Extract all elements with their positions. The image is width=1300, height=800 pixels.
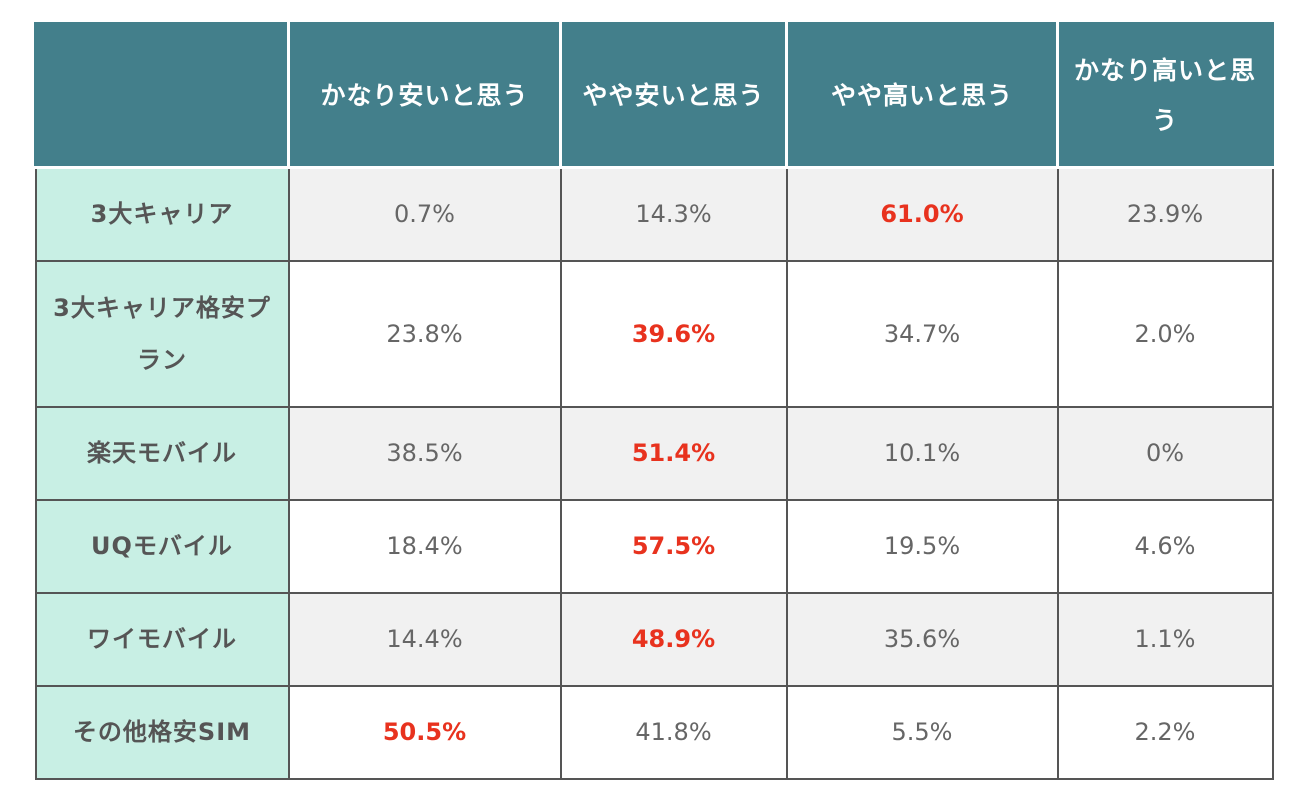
price-perception-table: かなり安いと思う やや安いと思う やや高いと思う かなり高いと思う 3大キャリア… (34, 22, 1274, 780)
row-label: ワイモバイル (34, 591, 290, 687)
table-cell: 14.3% (559, 166, 788, 262)
table-cell-highlight: 61.0% (785, 166, 1059, 262)
table-cell: 2.2% (1056, 684, 1274, 780)
table-cell: 41.8% (559, 684, 788, 780)
table-row: 3大キャリア 0.7% 14.3% 61.0% 23.9% (34, 166, 1274, 262)
table-cell: 4.6% (1056, 498, 1274, 594)
header-very-cheap: かなり安いと思う (287, 22, 562, 169)
header-somewhat-expensive: やや高いと思う (785, 22, 1059, 169)
table-cell: 10.1% (785, 405, 1059, 501)
header-somewhat-cheap: やや安いと思う (559, 22, 788, 169)
header-very-expensive: かなり高いと思う (1056, 22, 1274, 169)
table-row: 3大キャリア格安プラン 23.8% 39.6% 34.7% 2.0% (34, 259, 1274, 408)
table-row: その他格安SIM 50.5% 41.8% 5.5% 2.2% (34, 684, 1274, 780)
table-row: UQモバイル 18.4% 57.5% 19.5% 4.6% (34, 498, 1274, 594)
table-header: かなり安いと思う やや安いと思う やや高いと思う かなり高いと思う (34, 22, 1274, 169)
table-cell-highlight: 57.5% (559, 498, 788, 594)
row-label: その他格安SIM (34, 684, 290, 780)
row-label: 3大キャリア格安プラン (34, 259, 290, 408)
table-cell-highlight: 50.5% (287, 684, 562, 780)
row-label: UQモバイル (34, 498, 290, 594)
table-cell: 5.5% (785, 684, 1059, 780)
table-cell: 18.4% (287, 498, 562, 594)
table-cell: 14.4% (287, 591, 562, 687)
table-cell: 38.5% (287, 405, 562, 501)
table-cell: 2.0% (1056, 259, 1274, 408)
table-cell: 0% (1056, 405, 1274, 501)
header-row: かなり安いと思う やや安いと思う やや高いと思う かなり高いと思う (34, 22, 1274, 169)
table-cell-highlight: 48.9% (559, 591, 788, 687)
table-cell: 34.7% (785, 259, 1059, 408)
row-label: 3大キャリア (34, 166, 290, 262)
table-row: 楽天モバイル 38.5% 51.4% 10.1% 0% (34, 405, 1274, 501)
table-cell: 23.9% (1056, 166, 1274, 262)
table-cell-highlight: 39.6% (559, 259, 788, 408)
table-row: ワイモバイル 14.4% 48.9% 35.6% 1.1% (34, 591, 1274, 687)
table-cell: 19.5% (785, 498, 1059, 594)
table-cell: 23.8% (287, 259, 562, 408)
table-body: 3大キャリア 0.7% 14.3% 61.0% 23.9% 3大キャリア格安プラ… (34, 166, 1274, 780)
table-cell-highlight: 51.4% (559, 405, 788, 501)
table-cell: 1.1% (1056, 591, 1274, 687)
table-cell: 35.6% (785, 591, 1059, 687)
table-cell: 0.7% (287, 166, 562, 262)
header-corner (34, 22, 290, 169)
row-label: 楽天モバイル (34, 405, 290, 501)
survey-table-container: かなり安いと思う やや安いと思う やや高いと思う かなり高いと思う 3大キャリア… (34, 22, 1274, 780)
